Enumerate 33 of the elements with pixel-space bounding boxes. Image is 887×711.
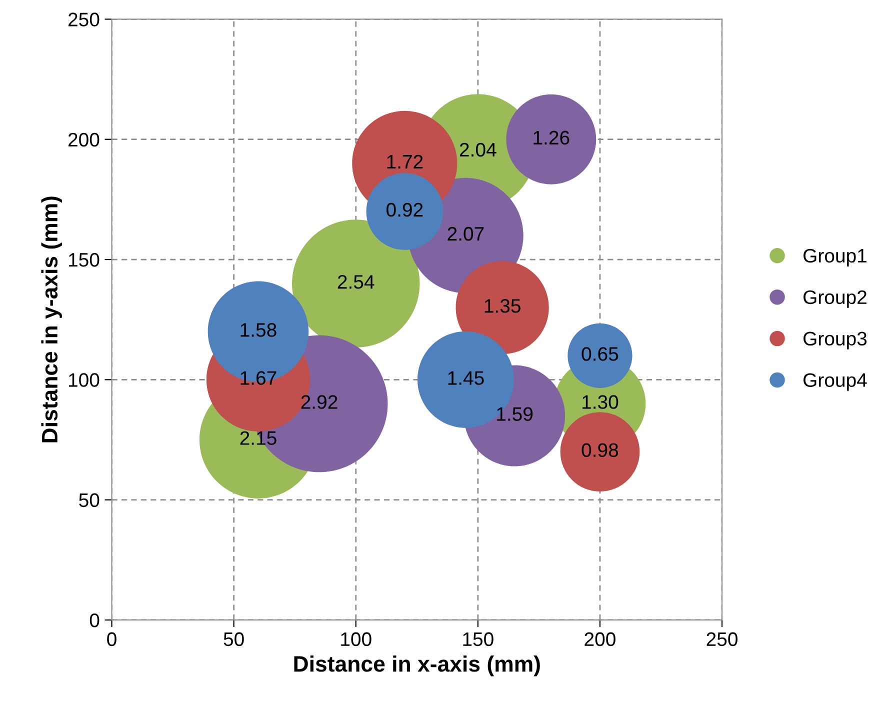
data-label: 0.92 xyxy=(386,202,423,217)
data-label: 1.35 xyxy=(484,299,520,313)
data-label: 1.58 xyxy=(240,323,276,337)
data-label: 2.15 xyxy=(240,431,276,445)
x-tick-label: 250 xyxy=(706,632,738,646)
data-label: 2.54 xyxy=(338,274,374,289)
data-label: 2.04 xyxy=(460,142,496,157)
x-tick-label: 150 xyxy=(463,632,494,646)
y-tick-label: 250 xyxy=(68,12,100,26)
data-label: 2.07 xyxy=(448,226,484,241)
data-label: 1.26 xyxy=(534,130,570,145)
y-tick-label: 200 xyxy=(68,132,100,147)
y-tick-label: 100 xyxy=(69,373,100,387)
y-tick-label: 150 xyxy=(69,252,100,267)
legend-label: Group1 xyxy=(804,248,866,266)
data-label: 0.98 xyxy=(582,443,618,457)
y-tick-label: 50 xyxy=(79,493,100,508)
data-label: 1.72 xyxy=(387,154,423,168)
legend-label: Group4 xyxy=(804,373,867,391)
x-tick-label: 100 xyxy=(341,632,372,646)
y-axis-title: Distance in y-axis (mm) xyxy=(41,196,62,442)
x-axis-title: Distance in x-axis (mm) xyxy=(294,655,540,676)
data-label: 1.30 xyxy=(582,395,618,409)
data-label: 0.65 xyxy=(582,347,618,361)
data-label: 2.92 xyxy=(301,395,338,409)
x-tick-label: 200 xyxy=(584,632,616,646)
legend-label: Group3 xyxy=(804,332,867,350)
x-tick-label: 50 xyxy=(224,632,244,646)
data-label: 1.59 xyxy=(497,407,533,421)
data-label: 1.45 xyxy=(448,371,484,385)
x-tick-label: 0 xyxy=(107,632,116,646)
y-tick-label: 0 xyxy=(90,613,100,628)
legend-label: Group2 xyxy=(804,290,866,308)
